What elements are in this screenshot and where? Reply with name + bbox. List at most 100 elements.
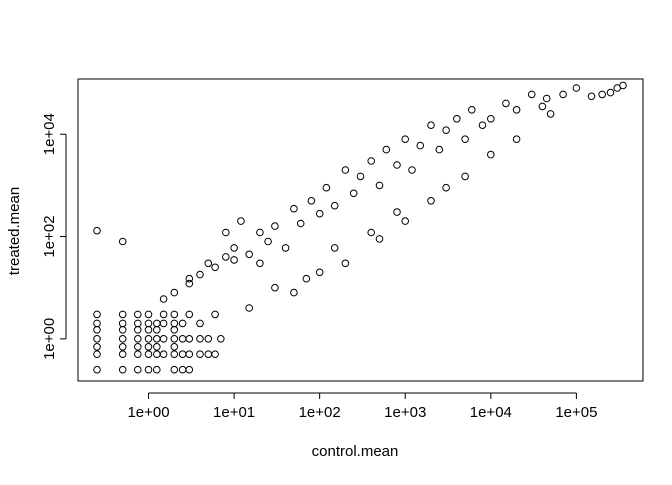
- data-point: [185, 279, 194, 288]
- data-point: [290, 204, 298, 213]
- data-point: [281, 244, 290, 252]
- data-point: [93, 365, 101, 374]
- data-point: [159, 319, 168, 328]
- data-point: [93, 326, 101, 334]
- data-point: [512, 106, 521, 114]
- data-point: [204, 259, 213, 268]
- data-point: [153, 343, 161, 351]
- data-point: [512, 135, 521, 143]
- data-point: [118, 326, 127, 334]
- data-point: [144, 335, 153, 343]
- data-point: [559, 90, 567, 99]
- data-point: [222, 253, 230, 261]
- data-point: [401, 135, 410, 143]
- data-point: [134, 335, 142, 343]
- data-point: [204, 335, 213, 343]
- data-point: [211, 310, 219, 319]
- data-point: [341, 259, 350, 268]
- data-point: [461, 135, 469, 143]
- data-point: [375, 235, 384, 243]
- data-point: [170, 326, 179, 334]
- data-point: [153, 326, 161, 334]
- data-point: [159, 310, 168, 319]
- x-axis-label: control.mean: [312, 443, 399, 460]
- data-point: [487, 150, 495, 159]
- data-point: [546, 110, 555, 118]
- data-point: [134, 310, 142, 319]
- data-point: [427, 121, 435, 129]
- data-point: [134, 350, 142, 359]
- data-point: [341, 166, 350, 174]
- data-point: [453, 115, 461, 123]
- data-point: [118, 350, 127, 359]
- data-point: [527, 90, 536, 99]
- data-point: [302, 274, 311, 283]
- data-point: [153, 365, 161, 374]
- data-point: [367, 228, 376, 237]
- data-point: [222, 228, 230, 237]
- data-point: [93, 335, 101, 343]
- data-point: [315, 209, 324, 218]
- data-point: [435, 145, 444, 154]
- data-point: [245, 250, 253, 259]
- x-tick-label: 1e+02: [299, 404, 341, 421]
- data-point: [307, 197, 316, 205]
- data-point: [468, 106, 476, 114]
- data-point: [356, 172, 365, 181]
- data-point: [367, 157, 376, 165]
- data-point: [478, 121, 487, 129]
- data-point: [170, 343, 179, 351]
- data-point: [170, 335, 179, 343]
- data-point: [153, 335, 161, 343]
- data-point: [230, 256, 238, 264]
- data-point: [349, 189, 358, 198]
- data-point: [296, 219, 305, 228]
- data-point: [118, 310, 127, 319]
- data-point: [237, 217, 245, 225]
- y-axis-label: treated.mean: [6, 187, 23, 275]
- x-tick-label: 1e+03: [384, 404, 426, 421]
- data-point: [542, 94, 551, 103]
- data-point: [315, 268, 324, 277]
- data-point: [264, 237, 272, 246]
- data-point: [134, 326, 142, 334]
- data-point: [204, 350, 213, 359]
- data-point: [271, 283, 279, 292]
- data-point: [393, 208, 401, 216]
- data-point: [256, 259, 264, 268]
- data-point: [416, 141, 425, 150]
- y-tick-label: 1e+02: [41, 215, 58, 257]
- data-point: [185, 274, 194, 283]
- data-point: [487, 115, 495, 123]
- data-point: [330, 201, 339, 210]
- x-tick-label: 1e+01: [213, 404, 255, 421]
- data-point: [93, 319, 101, 328]
- data-point: [93, 310, 101, 319]
- data-point: [134, 365, 142, 374]
- data-point: [170, 350, 179, 359]
- data-point: [619, 81, 627, 90]
- data-point: [118, 335, 127, 343]
- data-point: [93, 343, 101, 351]
- data-point: [118, 319, 127, 328]
- y-tick-label: 1e+00: [41, 318, 58, 360]
- data-point: [159, 335, 168, 343]
- y-axis: 1e+00 1e+02 1e+04: [41, 113, 67, 360]
- data-point: [290, 288, 298, 297]
- data-point: [572, 84, 581, 92]
- data-point: [170, 288, 179, 297]
- data-point: [185, 365, 194, 374]
- data-point: [230, 244, 238, 252]
- data-point: [159, 350, 168, 359]
- data-point: [217, 335, 225, 343]
- data-point: [375, 181, 384, 190]
- data-point: [587, 92, 596, 101]
- data-point: [196, 270, 204, 279]
- data-point: [256, 228, 264, 237]
- data-point: [442, 183, 450, 192]
- data-point: [118, 237, 127, 246]
- data-point: [461, 172, 469, 181]
- data-point: [93, 226, 101, 235]
